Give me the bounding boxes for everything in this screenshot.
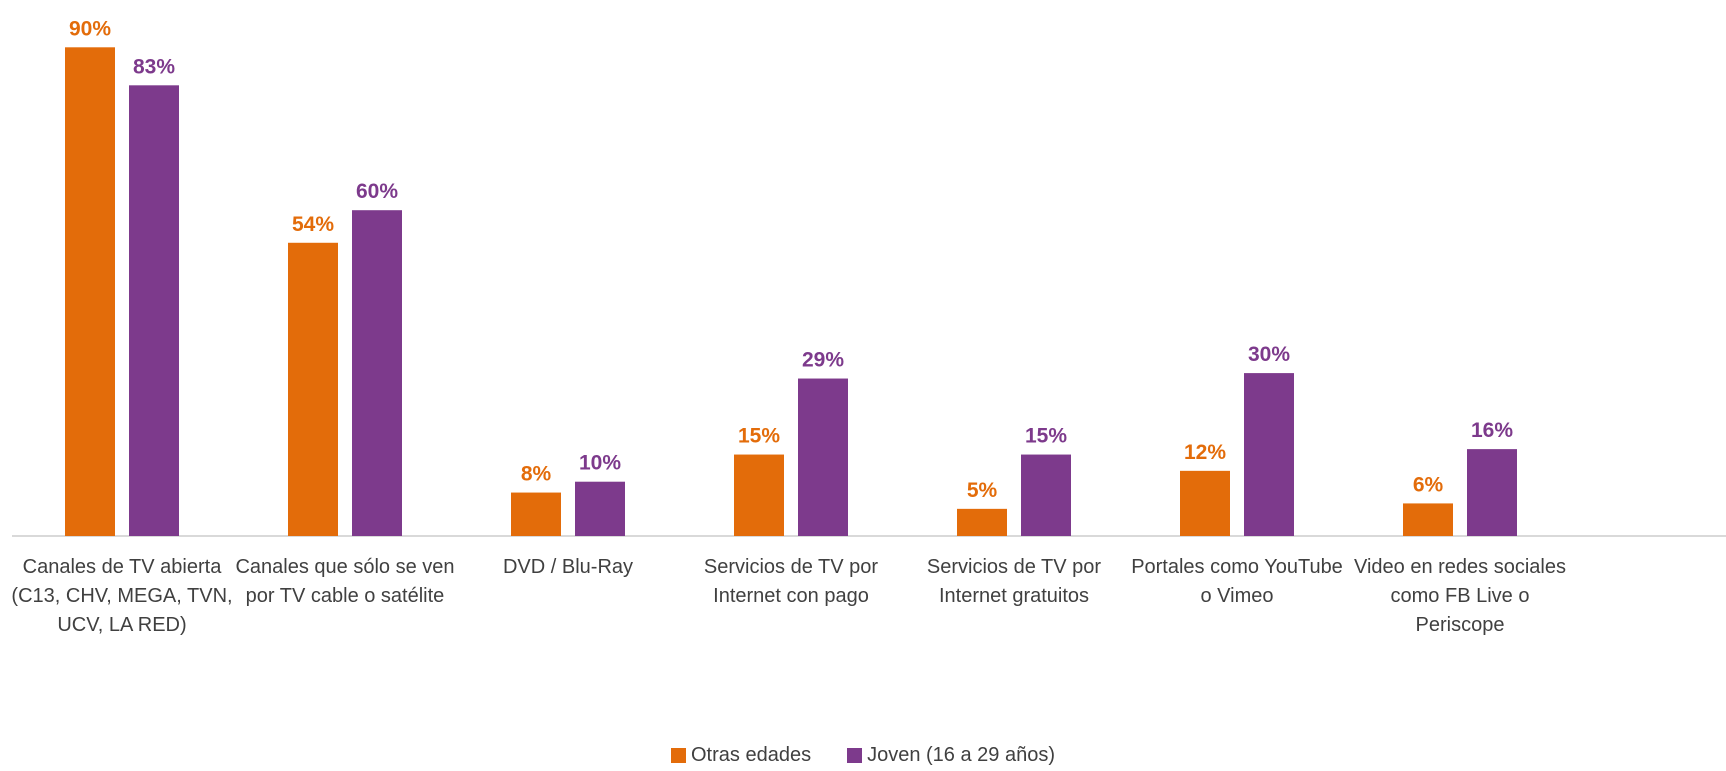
x-tick-label-line: Internet con pago	[713, 585, 869, 607]
x-tick-label-category-1: Canales de TV abierta (C13, CHV, MEGA, TV…	[11, 556, 232, 636]
data-label-otras-edades-category-2: 54%	[292, 213, 334, 236]
data-label-joven-16-a-29-a-os-category-3: 10%	[579, 452, 621, 475]
data-label-joven-16-a-29-a-os-category-5: 15%	[1025, 425, 1067, 448]
data-label-otras-edades-category-6: 12%	[1184, 441, 1226, 464]
bar-otras-edades-category-4	[734, 454, 784, 536]
x-tick-label-line: Canales que sólo se ven	[235, 556, 454, 578]
legend-swatch-otras-edades	[671, 748, 686, 763]
bar-joven-16-a-29-a-os-category-4	[798, 378, 848, 536]
x-tick-label-line: Video en redes sociales	[1354, 556, 1566, 578]
x-tick-label-category-3: DVD / Blu-Ray	[503, 556, 633, 578]
x-tick-label-line: por TV cable o satélite	[246, 585, 445, 607]
bar-joven-16-a-29-a-os-category-3	[575, 481, 625, 536]
x-tick-label-category-7: Video en redes sociales como FB Live o Per…	[1354, 556, 1566, 636]
legend: Otras edades Joven (16 a 29 años)	[0, 744, 1726, 767]
data-label-joven-16-a-29-a-os-category-4: 29%	[802, 349, 844, 372]
legend-label-joven: Joven (16 a 29 años)	[867, 744, 1055, 766]
x-tick-label-line: Portales como YouTube	[1131, 556, 1343, 578]
x-tick-label-category-4: Servicios de TV por Internet con pago	[704, 556, 878, 607]
data-label-joven-16-a-29-a-os-category-7: 16%	[1471, 419, 1513, 442]
bar-otras-edades-category-3	[511, 492, 561, 536]
bar-joven-16-a-29-a-os-category-2	[352, 210, 402, 536]
bar-joven-16-a-29-a-os-category-7	[1467, 449, 1517, 536]
x-tick-label-line: como FB Live o	[1391, 585, 1530, 607]
x-tick-label-line: Canales de TV abierta	[23, 556, 223, 578]
data-label-joven-16-a-29-a-os-category-1: 83%	[133, 55, 175, 78]
data-label-otras-edades-category-5: 5%	[967, 479, 998, 502]
data-label-otras-edades-category-7: 6%	[1413, 473, 1444, 496]
legend-label-otras-edades: Otras edades	[691, 744, 812, 766]
bar-joven-16-a-29-a-os-category-1	[129, 85, 179, 536]
data-label-joven-16-a-29-a-os-category-6: 30%	[1248, 343, 1290, 366]
legend-item-otras-edades: Otras edades	[671, 744, 811, 767]
data-label-otras-edades-category-1: 90%	[69, 17, 111, 40]
bar-otras-edades-category-2	[288, 242, 338, 536]
x-tick-label-line: o Vimeo	[1200, 585, 1273, 607]
x-tick-label-line: Internet gratuitos	[939, 585, 1089, 607]
x-tick-label-line: Periscope	[1416, 614, 1505, 636]
x-tick-label-line: Servicios de TV por	[704, 556, 878, 578]
bar-otras-edades-category-5	[957, 508, 1007, 536]
bar-otras-edades-category-1	[65, 47, 115, 537]
x-tick-label-category-5: Servicios de TV por Internet gratuitos	[927, 556, 1101, 607]
legend-swatch-joven	[847, 748, 863, 763]
x-tick-label-line: DVD / Blu-Ray	[503, 556, 633, 578]
bar-otras-edades-category-7	[1403, 503, 1453, 536]
x-tick-label-category-2: Canales que sólo se ven por TV cable o sa…	[235, 556, 454, 607]
x-tick-label-line: Servicios de TV por	[927, 556, 1101, 578]
bar-joven-16-a-29-a-os-category-5	[1021, 454, 1071, 536]
data-label-otras-edades-category-4: 15%	[738, 425, 780, 448]
x-tick-label-category-6: Portales como YouTube o Vimeo	[1131, 556, 1343, 607]
legend-item-joven: Joven (16 a 29 años)	[847, 744, 1055, 767]
x-tick-label-line: (C13, CHV, MEGA, TVN,	[11, 585, 232, 607]
x-tick-label-line: UCV, LA RED)	[57, 614, 186, 636]
data-label-otras-edades-category-3: 8%	[521, 463, 552, 486]
bar-joven-16-a-29-a-os-category-6	[1244, 373, 1294, 536]
bar-otras-edades-category-6	[1180, 470, 1230, 536]
data-label-joven-16-a-29-a-os-category-2: 60%	[356, 180, 398, 203]
